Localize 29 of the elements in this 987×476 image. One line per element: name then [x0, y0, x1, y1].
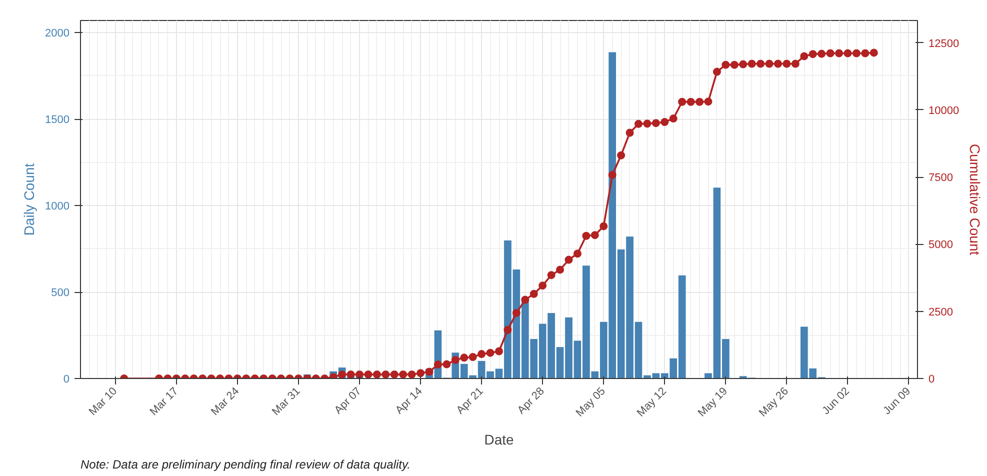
text: Note: Data are preliminary pending final review of data quality.	[80, 458, 410, 472]
x-tick-label: Mar 31	[270, 385, 303, 418]
y2-tick-label: 5000	[928, 239, 953, 252]
x-tick-label: Mar 17	[148, 385, 181, 418]
x-tick-label: May 05	[574, 385, 608, 420]
y2-tick-label: 2500	[928, 306, 953, 318]
y-axis-title: Daily Count	[21, 163, 38, 236]
x-tick-label: Mar 10	[86, 385, 120, 418]
y-tick-label: 1500	[45, 114, 70, 126]
y-tick-label: 0	[63, 374, 70, 386]
y2-tick-label: 10000	[928, 104, 960, 117]
x-axis-title: Date	[484, 431, 514, 448]
y-tick-label: 2000	[45, 28, 70, 40]
y2-tick-label: 0	[928, 374, 935, 386]
y2-axis-title: Cumulative Count	[967, 144, 984, 256]
x-tick-label: Apr 07	[332, 385, 364, 417]
x-tick-label: Jun 09	[881, 385, 914, 418]
x-tick-label: Apr 28	[515, 385, 547, 417]
x-tick-label: Mar 24	[208, 385, 242, 418]
y2-tick-label: 12500	[928, 38, 960, 50]
x-tick-label: May 19	[696, 385, 730, 420]
x-tick-label: Jun 02	[820, 385, 852, 418]
x-tick-label: May 12	[634, 385, 669, 420]
x-tick-label: May 26	[756, 385, 791, 420]
y-tick-label: 1000	[45, 200, 70, 213]
y-tick-label: 500	[51, 287, 70, 300]
x-tick-label: Apr 14	[393, 385, 425, 417]
x-tick-label: Apr 21	[454, 385, 486, 417]
y2-tick-label: 7500	[928, 172, 953, 184]
